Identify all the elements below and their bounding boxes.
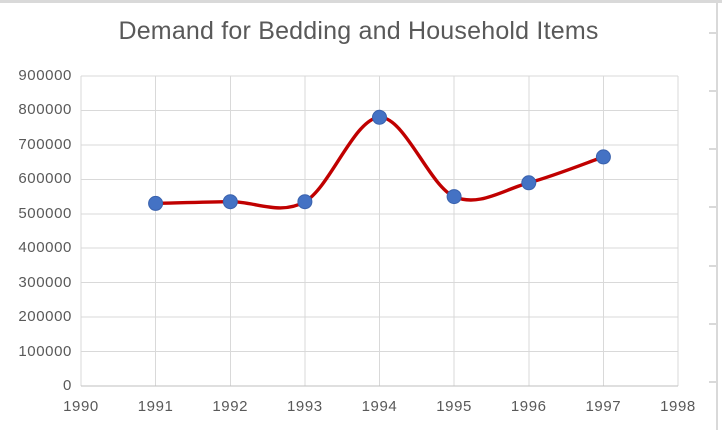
data-point-marker-1994[interactable] <box>372 109 387 125</box>
x-axis-tick-label: 1992 <box>212 398 249 415</box>
worksheet-right-gridline <box>716 0 718 430</box>
y-axis-tick-label: 200000 <box>18 308 72 326</box>
x-axis-tick-label: 1990 <box>63 398 99 415</box>
worksheet-row-tick <box>709 31 716 34</box>
worksheet-row-tick <box>709 148 716 151</box>
data-point-marker-1996[interactable] <box>521 175 537 191</box>
data-point-marker-1995[interactable] <box>446 189 462 205</box>
x-axis-tick-label: 1998 <box>660 398 696 415</box>
worksheet-row-tick <box>709 264 716 267</box>
y-axis-tick-label: 800000 <box>18 101 72 119</box>
data-point-marker-1993[interactable] <box>297 194 313 210</box>
data-point-marker-1997[interactable] <box>595 149 611 165</box>
y-axis-tick-label: 100000 <box>18 342 72 360</box>
y-axis-tick-label: 600000 <box>18 170 72 188</box>
data-point-marker-1992[interactable] <box>222 194 238 210</box>
worksheet-row-tick <box>709 381 716 384</box>
x-axis-tick-label: 1995 <box>436 398 473 415</box>
data-point-marker-1991[interactable] <box>148 195 164 211</box>
worksheet-row-tick <box>709 323 716 325</box>
x-axis-tick-label: 1991 <box>137 398 174 415</box>
y-axis-tick-label: 400000 <box>18 239 72 257</box>
y-axis-tick-label: 300000 <box>18 273 72 291</box>
y-axis-tick-label: 0 <box>63 377 72 394</box>
worksheet-row-tick <box>709 206 716 209</box>
x-axis-tick-label: 1996 <box>510 398 547 415</box>
y-axis-tick-label: 700000 <box>18 135 72 153</box>
worksheet-row-tick <box>709 89 716 92</box>
y-axis-tick-label: 900000 <box>18 67 72 84</box>
x-axis-tick-label: 1994 <box>361 398 398 415</box>
chart-title: Demand for Bedding and Household Items <box>118 17 599 45</box>
window-top-edge <box>0 0 722 3</box>
x-axis-tick-label: 1993 <box>286 398 323 415</box>
x-axis-tick-label: 1997 <box>585 398 622 415</box>
line-chart-plot-area[interactable] <box>80 75 679 387</box>
y-axis-tick-label: 500000 <box>18 204 72 222</box>
